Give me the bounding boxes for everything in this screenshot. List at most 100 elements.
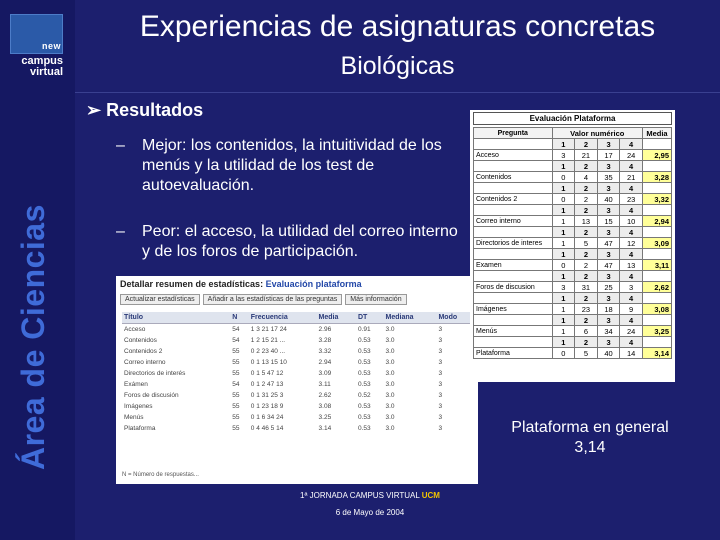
arrow-bullet-icon: ➢	[86, 100, 102, 120]
eval-scale-blank	[473, 226, 553, 238]
table-cell: 0 4 46 5 14	[250, 425, 284, 432]
table-cell: 0 1 31 25 3	[250, 392, 284, 399]
eval-scale-cell: 1	[551, 270, 576, 282]
table-cell: 3.09	[318, 370, 332, 377]
footer-jornada: 1ª JORNADA CAMPUS VIRTUAL UCM	[270, 491, 470, 500]
eval-media: 2,95	[641, 149, 673, 161]
table-cell: 3.14	[318, 425, 332, 432]
eval-count: 21	[574, 149, 598, 161]
eval-scale-cell: 4	[619, 138, 643, 150]
logo-campus: campus	[21, 55, 63, 67]
eval-scale-cell: 1	[551, 336, 576, 348]
eval-scale-blank	[473, 204, 553, 216]
eval-scale-cell: 1	[551, 204, 576, 216]
table-row: Correo interno 55 0 1 13 15 10 2.94 0.53 3.0 3	[122, 357, 474, 368]
eval-count: 47	[596, 259, 621, 271]
table-cell: Contenidos	[124, 337, 157, 344]
eval-scale-cell: 4	[619, 248, 643, 260]
eval-count: 4	[574, 171, 598, 183]
sidebar: new campus virtual Área de Ciencias	[0, 0, 75, 540]
tab-update[interactable]: Actualizar estadísticas	[120, 294, 200, 305]
eval-scale-cell: 1	[551, 292, 576, 304]
campus-virtual-logo: new campus virtual	[10, 14, 63, 85]
eval-count: 24	[619, 325, 643, 337]
plataforma-value: 3,14	[574, 439, 606, 456]
eval-scale-cell: 4	[619, 204, 643, 216]
eval-count: 18	[596, 303, 621, 315]
table-cell: Menús	[124, 414, 144, 421]
eval-scale-blank	[641, 138, 673, 150]
eval-count: 21	[619, 171, 643, 183]
table-cell: 2.62	[318, 392, 332, 399]
plataforma-label: Plataforma en general	[511, 419, 669, 436]
table-cell: 0.52	[357, 392, 371, 399]
eval-count: 3	[619, 281, 643, 293]
column-header: Frecuencia	[248, 312, 317, 324]
eval-count: 25	[596, 281, 621, 293]
table-cell: 3.0	[385, 425, 395, 432]
eval-question: Correo interno	[473, 215, 553, 227]
table-cell: 3	[438, 414, 443, 421]
eval-scale-blank	[473, 292, 553, 304]
eval-count: 1	[551, 325, 576, 337]
side-title: Área de Ciencias	[15, 204, 51, 470]
tab-add[interactable]: Añadir a las estadísticas de las pregunt…	[202, 294, 343, 305]
eval-count: 0	[551, 193, 576, 205]
eval-count: 0	[551, 171, 576, 183]
eval-scale-blank	[473, 138, 553, 150]
table-cell: 0.53	[357, 337, 371, 344]
table-cell: 3.0	[385, 326, 395, 333]
eval-scale-blank	[641, 314, 673, 326]
table-cell: 3.08	[318, 403, 332, 410]
eval-media: 3,28	[641, 171, 673, 183]
table-cell: 0.91	[357, 326, 371, 333]
eval-media: 2,62	[641, 281, 673, 293]
table-cell: 3.0	[385, 381, 395, 388]
eval-question: Contenidos	[473, 171, 553, 183]
table-cell: 3	[438, 381, 443, 388]
table-cell: 55	[232, 359, 240, 366]
table-cell: 55	[232, 414, 240, 421]
eval-count: 34	[596, 325, 621, 337]
evaluation-title: Evaluación Plataforma	[473, 112, 672, 125]
eval-row: Contenidos 2 0 2 40 23 3,32	[473, 193, 673, 205]
eval-scale-cell: 1	[551, 160, 576, 172]
eval-scale-blank	[641, 182, 673, 194]
table-cell: 0.53	[357, 381, 371, 388]
table-cell: Exámen	[124, 381, 148, 388]
eval-head-pregunta: Pregunta	[473, 127, 553, 139]
table-cell: 3.11	[318, 381, 331, 388]
table-cell: 0.53	[357, 348, 371, 355]
bullet-resultados: ➢ Resultados	[86, 100, 203, 121]
eval-scale-cell: 3	[596, 204, 621, 216]
eval-count: 13	[574, 215, 598, 227]
eval-count: 13	[619, 259, 643, 271]
eval-question: Contenidos 2	[473, 193, 553, 205]
eval-scale-cell: 4	[619, 270, 643, 282]
table-cell: 3	[438, 326, 443, 333]
table-cell: Imágenes	[124, 403, 153, 410]
table-cell: 54	[232, 326, 240, 333]
table-cell: 3.0	[385, 370, 395, 377]
eval-scale-blank	[473, 314, 553, 326]
eval-media: 3,11	[641, 259, 673, 271]
eval-scale-blank	[641, 226, 673, 238]
table-cell: 3	[438, 370, 443, 377]
table-cell: 3	[438, 337, 443, 344]
table-row: Directorios de interés 55 0 1 5 47 12 3.09 0…	[122, 368, 474, 379]
eval-media: 3,08	[641, 303, 673, 315]
best-text: Mejor: los contenidos, la intuitividad d…	[142, 137, 442, 194]
eval-scale-cell: 2	[574, 138, 598, 150]
table-cell: 54	[232, 337, 240, 344]
title-divider	[75, 92, 720, 93]
tab-more[interactable]: Más información	[345, 294, 407, 305]
page-subtitle: Biológicas	[340, 52, 455, 80]
eval-scale-cell: 4	[619, 182, 643, 194]
eval-scale-cell: 3	[596, 182, 621, 194]
eval-scale-cell: 1	[551, 314, 576, 326]
table-cell: 1 3 21 17 24	[250, 326, 287, 333]
bullet-label: Resultados	[106, 100, 204, 120]
